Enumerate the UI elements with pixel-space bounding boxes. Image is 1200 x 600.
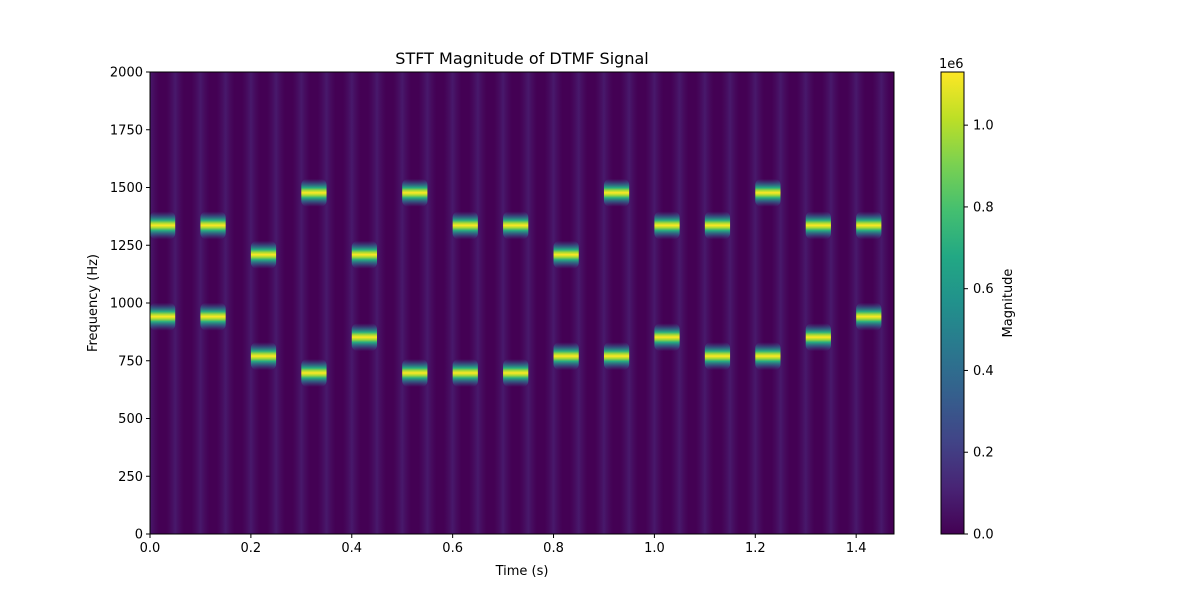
low-tone-band bbox=[654, 323, 680, 352]
x-tick-label: 0.2 bbox=[241, 541, 262, 556]
transition-streak bbox=[872, 72, 891, 534]
high-tone-band bbox=[755, 178, 781, 207]
high-tone-band bbox=[452, 211, 478, 240]
y-tick-label: 250 bbox=[118, 470, 143, 485]
colorbar-tick-label: 0.0 bbox=[973, 528, 994, 543]
transition-streak bbox=[569, 72, 588, 534]
transition-streak bbox=[393, 72, 412, 534]
transition-streak bbox=[746, 72, 765, 534]
transition-streak bbox=[771, 72, 790, 534]
y-tick-label: 1250 bbox=[110, 239, 143, 254]
x-tick-label: 0.8 bbox=[543, 541, 564, 556]
low-tone-band bbox=[553, 342, 579, 371]
high-tone-band bbox=[553, 240, 579, 269]
y-tick-label: 750 bbox=[118, 354, 143, 369]
colorbar-tick-label: 0.8 bbox=[973, 200, 994, 215]
y-axis-ticks: 0 250 500 750 1000 1250 1500 1750 2000 bbox=[110, 66, 150, 543]
x-axis-label: Time (s) bbox=[495, 564, 549, 579]
y-tick-label: 1000 bbox=[110, 297, 143, 312]
colorbar-ticks: 0.0 0.2 0.4 0.6 0.8 1.0 bbox=[964, 119, 994, 543]
transition-streak bbox=[292, 72, 311, 534]
transition-streak bbox=[342, 72, 361, 534]
high-tone-band bbox=[603, 178, 630, 207]
y-tick-label: 0 bbox=[135, 528, 143, 543]
low-tone-band bbox=[856, 302, 882, 331]
colorbar-tick-label: 0.4 bbox=[973, 364, 994, 379]
colorbar bbox=[940, 71, 965, 535]
chart-title: STFT Magnitude of DTMF Signal bbox=[395, 49, 648, 68]
y-tick-label: 500 bbox=[118, 412, 143, 427]
transition-streak bbox=[166, 72, 185, 534]
low-tone-band bbox=[805, 323, 831, 352]
high-tone-band bbox=[351, 240, 377, 269]
transition-streak bbox=[796, 72, 815, 534]
transition-streak bbox=[544, 72, 563, 534]
y-tick-label: 1500 bbox=[110, 181, 143, 196]
low-tone-band bbox=[704, 342, 731, 371]
transition-streak bbox=[241, 72, 260, 534]
low-tone-band bbox=[402, 358, 428, 387]
x-tick-label: 0.0 bbox=[140, 541, 161, 556]
high-tone-band bbox=[805, 211, 831, 240]
transition-streak bbox=[191, 72, 210, 534]
x-tick-label: 1.0 bbox=[644, 541, 665, 556]
transition-streak bbox=[821, 72, 840, 534]
x-tick-label: 0.6 bbox=[442, 541, 463, 556]
low-tone-band bbox=[250, 342, 277, 371]
transition-streak bbox=[645, 72, 664, 534]
transition-streak bbox=[418, 72, 437, 534]
colorbar-tick-label: 1.0 bbox=[973, 119, 994, 134]
transition-streak bbox=[317, 72, 336, 534]
transition-streak bbox=[267, 72, 286, 534]
colorbar-label: Magnitude bbox=[1001, 269, 1016, 338]
low-tone-band bbox=[755, 342, 781, 371]
low-tone-band bbox=[301, 358, 327, 387]
colorbar-tick-label: 0.2 bbox=[973, 446, 994, 461]
tone-bands bbox=[150, 178, 882, 387]
colorbar-offset-text: 1e6 bbox=[939, 57, 964, 72]
high-tone-band bbox=[200, 211, 226, 240]
high-tone-band bbox=[402, 178, 428, 207]
transition-streak bbox=[519, 72, 538, 534]
low-tone-band bbox=[503, 358, 529, 387]
transition-streak bbox=[468, 72, 487, 534]
transition-streak bbox=[443, 72, 462, 534]
transition-streak bbox=[695, 72, 714, 534]
colorbar-tick-label: 0.6 bbox=[973, 282, 994, 297]
high-tone-band bbox=[856, 211, 882, 240]
y-tick-label: 2000 bbox=[110, 66, 143, 81]
low-tone-band bbox=[452, 358, 478, 387]
transition-streak bbox=[620, 72, 639, 534]
x-tick-label: 0.4 bbox=[341, 541, 362, 556]
transition-streak bbox=[494, 72, 513, 534]
high-tone-band bbox=[654, 211, 680, 240]
high-tone-band bbox=[704, 211, 731, 240]
y-axis-label: Frequency (Hz) bbox=[86, 254, 101, 352]
transition-streak bbox=[670, 72, 689, 534]
low-tone-band bbox=[150, 302, 176, 331]
x-tick-label: 1.4 bbox=[846, 541, 867, 556]
high-tone-band bbox=[250, 240, 277, 269]
transition-streak bbox=[847, 72, 866, 534]
high-tone-band bbox=[150, 211, 176, 240]
x-axis-ticks: 0.0 0.2 0.4 0.6 0.8 1.0 1.2 1.4 bbox=[140, 534, 867, 556]
transition-streak bbox=[367, 72, 386, 534]
transition-streak bbox=[216, 72, 235, 534]
y-tick-label: 1750 bbox=[110, 123, 143, 138]
low-tone-band bbox=[351, 323, 377, 352]
low-tone-band bbox=[603, 342, 630, 371]
high-tone-band bbox=[301, 178, 327, 207]
transition-streak bbox=[721, 72, 740, 534]
low-tone-band bbox=[200, 302, 226, 331]
x-tick-label: 1.2 bbox=[745, 541, 766, 556]
transition-streak bbox=[594, 72, 613, 534]
high-tone-band bbox=[503, 211, 529, 240]
